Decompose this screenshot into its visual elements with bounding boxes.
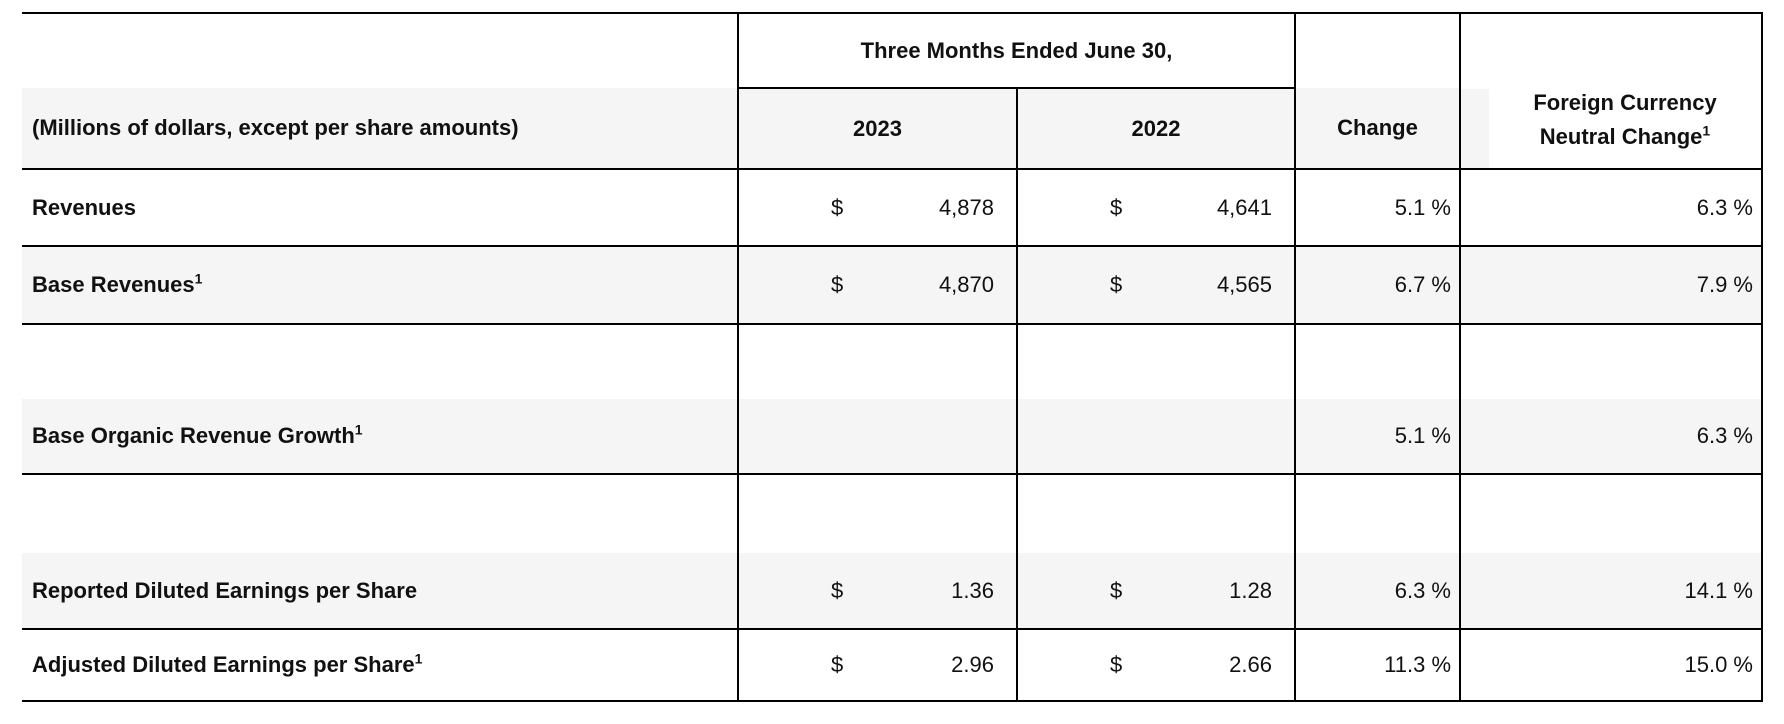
- cell-base-revenues-fc-change: 7.9 %: [1459, 246, 1763, 325]
- spacer-cell: [22, 474, 738, 553]
- cell-adjusted-eps-change: 11.3 %: [1294, 629, 1460, 702]
- fc-neutral-change-header-cell: Foreign Currency Neutral Change1: [1459, 13, 1763, 170]
- row-label-cell: Reported Diluted Earnings per Share: [22, 553, 738, 630]
- cell-reported-eps-2023: $1.36: [737, 553, 1017, 630]
- footnote-marker: 1: [414, 650, 423, 667]
- unit-note-cell: (Millions of dollars, except per share a…: [22, 88, 738, 170]
- currency-symbol: $: [831, 652, 844, 677]
- cell-base-organic-fc-change: 6.3 %: [1459, 399, 1763, 475]
- col-header-change: Change: [1294, 88, 1460, 170]
- row-label: Adjusted Diluted Earnings per Share: [32, 652, 415, 677]
- table-row-base-organic-growth: Base Organic Revenue Growth1 5.1 % 6.3 %: [22, 399, 1763, 475]
- currency-symbol: $: [1110, 272, 1123, 297]
- spacer-cell: [1459, 474, 1763, 553]
- row-label-cell: Base Revenues1: [22, 246, 738, 325]
- cell-revenues-change: 5.1 %: [1294, 169, 1460, 247]
- row-label-cell: Adjusted Diluted Earnings per Share1: [22, 629, 738, 702]
- financial-highlights-table: Three Months Ended June 30, Foreign Curr…: [22, 12, 1763, 702]
- currency-symbol: $: [1110, 652, 1123, 677]
- header-top-left-spacer: [22, 13, 738, 88]
- currency-symbol: $: [1110, 194, 1123, 220]
- row-label: Base Organic Revenue Growth: [32, 423, 355, 448]
- spacer-cell: [1016, 324, 1295, 399]
- row-label-cell: Base Organic Revenue Growth1: [22, 399, 738, 475]
- value-2022: 1.28: [1229, 577, 1272, 603]
- change-header-top-spacer: [1294, 13, 1460, 88]
- col-header-2023: 2023: [737, 88, 1017, 170]
- footnote-marker: 1: [194, 270, 203, 287]
- cell-reported-eps-fc-change: 14.1 %: [1459, 553, 1763, 630]
- table-row-reported-diluted-eps: Reported Diluted Earnings per Share $1.3…: [22, 553, 1763, 630]
- row-label: Revenues: [32, 194, 136, 220]
- value-2022: 4,565: [1216, 272, 1272, 297]
- cell-base-revenues-2023: $4,870: [737, 246, 1017, 325]
- table-row-revenues: Revenues $4,878 $4,641 5.1 % 6.3 %: [22, 169, 1763, 247]
- spacer-cell: [1459, 324, 1763, 399]
- cell-base-organic-change: 5.1 %: [1294, 399, 1460, 475]
- cell-revenues-fc-change: 6.3 %: [1459, 169, 1763, 247]
- spacer-cell: [737, 474, 1017, 553]
- fc-header-line1: Foreign Currency: [1533, 90, 1717, 115]
- cell-reported-eps-2022: $1.28: [1016, 553, 1295, 630]
- value-2022: 2.66: [1229, 652, 1272, 677]
- cell-adjusted-eps-fc-change: 15.0 %: [1459, 629, 1763, 702]
- spacer-row: [22, 474, 1763, 553]
- spacer-cell: [737, 324, 1017, 399]
- spacer-row: [22, 324, 1763, 399]
- currency-symbol: $: [1110, 577, 1123, 603]
- value-2023: 2.96: [951, 652, 994, 677]
- period-header-cell: Three Months Ended June 30,: [737, 13, 1295, 89]
- cell-base-revenues-change: 6.7 %: [1294, 246, 1460, 325]
- spacer-cell: [1294, 474, 1460, 553]
- spacer-cell: [1016, 474, 1295, 553]
- currency-symbol: $: [831, 194, 844, 220]
- col-header-2022: 2022: [1016, 88, 1295, 170]
- spacer-cell: [22, 324, 738, 399]
- row-label-cell: Revenues: [22, 169, 738, 247]
- value-2022: 4,641: [1216, 194, 1272, 220]
- row-label: Reported Diluted Earnings per Share: [32, 577, 418, 603]
- cell-base-organic-2022: [1016, 399, 1295, 475]
- row-label: Base Revenues: [32, 272, 195, 297]
- cell-adjusted-eps-2022: $2.66: [1016, 629, 1295, 702]
- spacer-cell: [1294, 324, 1460, 399]
- cell-revenues-2022: $4,641: [1016, 169, 1295, 247]
- fc-header-line2: Neutral Change: [1539, 124, 1703, 149]
- cell-reported-eps-change: 6.3 %: [1294, 553, 1460, 630]
- footnote-marker: 1: [354, 421, 363, 438]
- table-row-base-revenues: Base Revenues1 $4,870 $4,565 6.7 % 7.9 %: [22, 246, 1763, 325]
- table-row-adjusted-diluted-eps: Adjusted Diluted Earnings per Share1 $2.…: [22, 629, 1763, 702]
- cell-base-organic-2023: [737, 399, 1017, 475]
- cell-base-revenues-2022: $4,565: [1016, 246, 1295, 325]
- cell-revenues-2023: $4,878: [737, 169, 1017, 247]
- currency-symbol: $: [831, 272, 844, 297]
- cell-adjusted-eps-2023: $2.96: [737, 629, 1017, 702]
- value-2023: 4,878: [938, 194, 994, 220]
- value-2023: 1.36: [951, 577, 994, 603]
- fc-header-footnote-marker: 1: [1702, 122, 1711, 139]
- currency-symbol: $: [831, 577, 844, 603]
- value-2023: 4,870: [938, 272, 994, 297]
